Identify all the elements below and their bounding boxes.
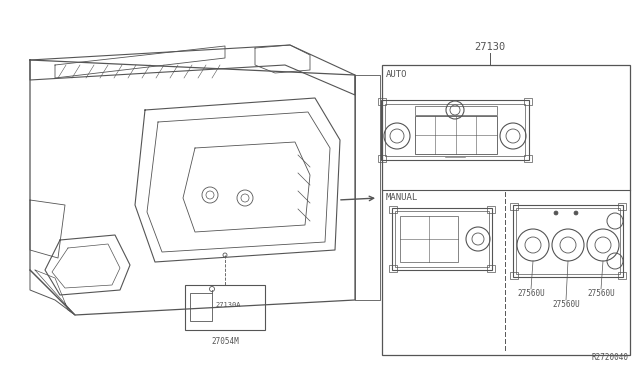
Bar [510, 272, 518, 279]
Bar [415, 106, 497, 115]
Bar [513, 205, 623, 277]
Bar [487, 265, 495, 272]
Bar [389, 206, 397, 213]
Text: R2720040: R2720040 [591, 353, 628, 362]
Text: 27130: 27130 [474, 42, 506, 52]
Bar [516, 208, 620, 274]
Text: 27130A: 27130A [215, 302, 241, 308]
Bar [392, 208, 492, 270]
Bar [618, 272, 626, 279]
Bar [385, 104, 525, 156]
Text: MANUAL: MANUAL [386, 193, 419, 202]
Bar [190, 293, 212, 321]
Bar [381, 100, 529, 160]
Bar [400, 216, 458, 262]
Bar [389, 265, 397, 272]
Circle shape [554, 211, 558, 215]
Text: 27054M: 27054M [211, 337, 239, 346]
Circle shape [574, 211, 578, 215]
Bar [378, 155, 386, 162]
Bar [185, 285, 265, 330]
Text: 27560U: 27560U [587, 289, 615, 298]
Bar [524, 155, 532, 162]
Bar [382, 65, 630, 355]
Text: 27560U: 27560U [552, 300, 580, 309]
Bar [524, 98, 532, 105]
Text: 27560U: 27560U [517, 289, 545, 298]
Bar [510, 203, 518, 210]
Bar [415, 116, 497, 154]
Bar [395, 211, 489, 267]
Bar [618, 203, 626, 210]
Text: AUTO: AUTO [386, 70, 408, 79]
Bar [378, 98, 386, 105]
Bar [487, 206, 495, 213]
